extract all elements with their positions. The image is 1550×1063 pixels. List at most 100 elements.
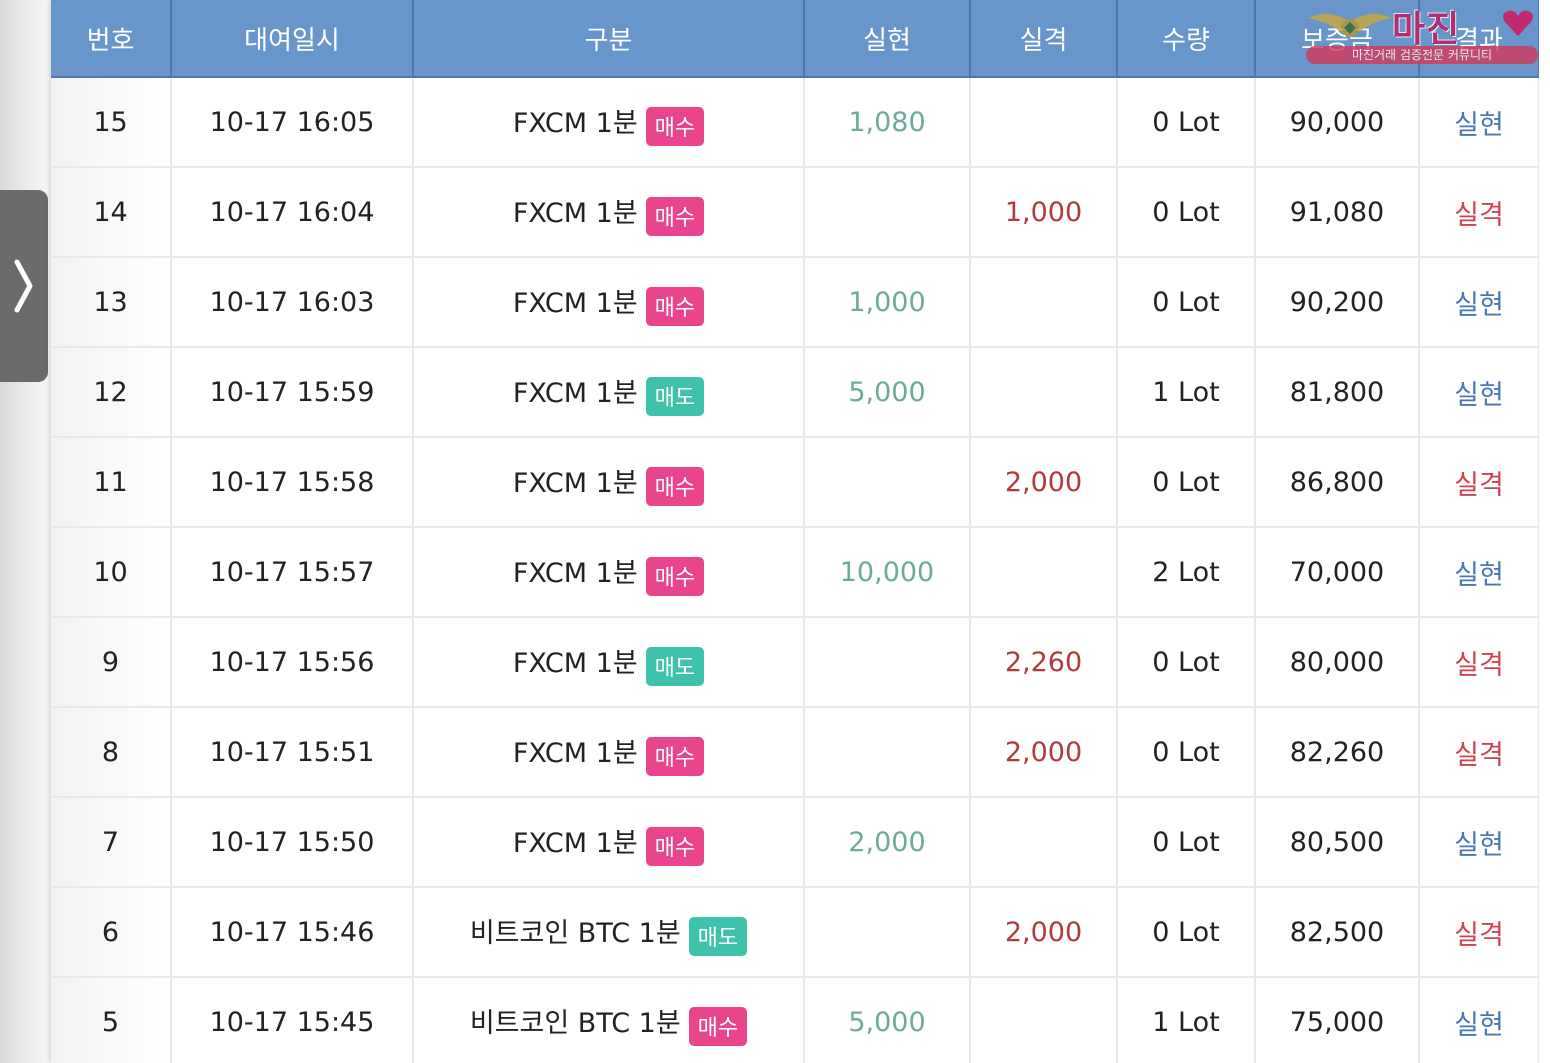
cell-product: FXCM 1분 매도 [413,347,805,438]
cell-result[interactable]: 실현 [1419,797,1539,888]
cell-deposit: 91,080 [1255,167,1420,258]
cell-quantity: 1 Lot [1117,347,1256,438]
cell-deposit: 75,000 [1255,977,1420,1063]
cell-loss [970,77,1118,168]
table-row[interactable]: 8 10-17 15:51 FXCM 1분 매수 2,000 0 Lot 82,260 실격 [51,707,1539,798]
column-header-product: 구분 [413,0,805,78]
cell-datetime: 10-17 15:50 [171,797,414,888]
column-header-profit: 실현 [804,0,971,78]
cell-quantity: 0 Lot [1117,257,1256,348]
side-badge: 매수 [688,1006,748,1046]
cell-deposit: 90,200 [1255,257,1420,348]
cell-datetime: 10-17 15:57 [171,527,414,618]
product-name: FXCM 1분 [512,827,638,859]
cell-deposit: 90,000 [1255,77,1420,168]
cell-product: FXCM 1분 매수 [413,707,805,798]
cell-product: 비트코인 BTC 1분 매도 [413,887,805,978]
table-header-row: 번호 대여일시 구분 실현 실격 수량 보증금 결과 [51,0,1539,78]
table-row[interactable]: 15 10-17 16:05 FXCM 1분 매수 1,080 0 Lot 90,000 실현 [51,77,1539,168]
cell-quantity: 0 Lot [1117,887,1256,978]
side-badge: 매수 [645,286,705,326]
cell-loss: 2,000 [970,437,1118,528]
column-header-result: 결과 [1419,0,1539,78]
product-name: 비트코인 BTC 1분 [469,1007,681,1039]
cell-profit [804,167,971,258]
table-row[interactable]: 10 10-17 15:57 FXCM 1분 매수 10,000 2 Lot 70,000 실… [51,527,1539,618]
product-name: FXCM 1분 [512,557,638,589]
side-badge: 매수 [645,196,705,236]
table-row[interactable]: 12 10-17 15:59 FXCM 1분 매도 5,000 1 Lot 81,800 실현 [51,347,1539,438]
rental-history-table: 번호 대여일시 구분 실현 실격 수량 보증금 결과 15 10-17 16:05… [51,0,1539,1063]
cell-result[interactable]: 실현 [1419,77,1539,168]
cell-result[interactable]: 실격 [1419,707,1539,798]
cell-no: 12 [51,347,172,438]
cell-result[interactable]: 실현 [1419,527,1539,618]
cell-deposit: 86,800 [1255,437,1420,528]
cell-product: FXCM 1분 매수 [413,77,805,168]
cell-no: 11 [51,437,172,528]
table-row[interactable]: 9 10-17 15:56 FXCM 1분 매도 2,260 0 Lot 80,000 실격 [51,617,1539,708]
cell-loss: 2,000 [970,707,1118,798]
side-badge: 매수 [645,736,705,776]
cell-result[interactable]: 실격 [1419,167,1539,258]
cell-result[interactable]: 실격 [1419,437,1539,528]
cell-result[interactable]: 실현 [1419,347,1539,438]
cell-datetime: 10-17 16:04 [171,167,414,258]
side-badge: 매도 [645,376,705,416]
table-row[interactable]: 13 10-17 16:03 FXCM 1분 매수 1,000 0 Lot 90,200 실현 [51,257,1539,348]
cell-product: 비트코인 BTC 1분 매수 [413,977,805,1063]
table-row[interactable]: 11 10-17 15:58 FXCM 1분 매수 2,000 0 Lot 86,800 실격 [51,437,1539,528]
cell-quantity: 1 Lot [1117,977,1256,1063]
cell-deposit: 82,260 [1255,707,1420,798]
cell-deposit: 82,500 [1255,887,1420,978]
cell-loss [970,977,1118,1063]
cell-quantity: 0 Lot [1117,167,1256,258]
cell-loss: 1,000 [970,167,1118,258]
cell-quantity: 0 Lot [1117,707,1256,798]
cell-profit: 1,000 [804,257,971,348]
table-row[interactable]: 14 10-17 16:04 FXCM 1분 매수 1,000 0 Lot 91,080 실격 [51,167,1539,258]
table-row[interactable]: 7 10-17 15:50 FXCM 1분 매수 2,000 0 Lot 80,500 실현 [51,797,1539,888]
cell-loss: 2,000 [970,887,1118,978]
cell-result[interactable]: 실현 [1419,977,1539,1063]
product-name: 비트코인 BTC 1분 [469,917,681,949]
cell-no: 7 [51,797,172,888]
cell-profit: 1,080 [804,77,971,168]
cell-loss [970,347,1118,438]
cell-loss [970,527,1118,618]
side-panel-toggle[interactable] [0,190,48,382]
cell-no: 15 [51,77,172,168]
cell-quantity: 2 Lot [1117,527,1256,618]
cell-deposit: 70,000 [1255,527,1420,618]
cell-no: 13 [51,257,172,348]
cell-quantity: 0 Lot [1117,797,1256,888]
side-badge: 매수 [645,556,705,596]
cell-profit [804,437,971,528]
product-name: FXCM 1분 [512,107,638,139]
cell-result[interactable]: 실현 [1419,257,1539,348]
product-name: FXCM 1분 [512,647,638,679]
cell-datetime: 10-17 15:56 [171,617,414,708]
side-badge: 매도 [645,646,705,686]
cell-deposit: 80,500 [1255,797,1420,888]
cell-deposit: 80,000 [1255,617,1420,708]
cell-datetime: 10-17 16:03 [171,257,414,348]
column-header-no: 번호 [51,0,172,78]
cell-result[interactable]: 실격 [1419,617,1539,708]
cell-profit: 10,000 [804,527,971,618]
product-name: FXCM 1분 [512,737,638,769]
product-name: FXCM 1분 [512,467,638,499]
table-row[interactable]: 5 10-17 15:45 비트코인 BTC 1분 매수 5,000 1 Lot 75,00… [51,977,1539,1063]
side-badge: 매수 [645,826,705,866]
cell-quantity: 0 Lot [1117,617,1256,708]
cell-no: 10 [51,527,172,618]
table-row[interactable]: 6 10-17 15:46 비트코인 BTC 1분 매도 2,000 0 Lot 82,50… [51,887,1539,978]
column-header-datetime: 대여일시 [171,0,414,78]
cell-result[interactable]: 실격 [1419,887,1539,978]
cell-product: FXCM 1분 매수 [413,167,805,258]
side-badge: 매수 [645,466,705,506]
cell-profit: 5,000 [804,347,971,438]
cell-datetime: 10-17 15:58 [171,437,414,528]
cell-datetime: 10-17 15:46 [171,887,414,978]
cell-no: 9 [51,617,172,708]
